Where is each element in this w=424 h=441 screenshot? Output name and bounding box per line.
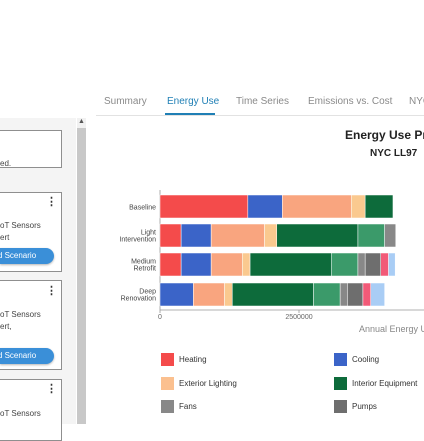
tab-time-series[interactable]: Time Series [236,96,289,107]
tab-emissions-vs-cost[interactable]: Emissions vs. Cost [308,96,393,107]
legend-label-pumps: Pumps [352,402,377,411]
bar-segment [224,282,233,307]
scenario-card[interactable]: ⋮ oT Sensors ert oad Scenario [0,192,62,272]
bar-segment [351,194,366,219]
y-tick-label: Baseline [129,205,156,212]
legend-swatch-fans [161,400,174,413]
legend-swatch-cooling [334,353,347,366]
y-tick-label: Medium [131,259,156,266]
bar-segment [159,282,194,307]
bar-segment [330,252,359,277]
bar-segment [384,223,396,248]
legend-swatch-exterior-lighting [161,377,174,390]
bar-segment [276,223,359,248]
legend-swatch-pumps [334,400,347,413]
bar-segment [210,223,265,248]
scenario-card-text: oT Sensors [0,409,41,418]
bar-segment [180,252,212,277]
legend-label-exterior-lighting: Exterior Lighting [179,379,237,388]
x-axis-label: Annual Energy U [359,324,424,334]
bar-segment [232,282,314,307]
y-tick-label: Renovation [121,296,157,303]
bar-segment [242,252,251,277]
load-scenario-button[interactable]: oad Scenario [0,348,54,364]
bar-segment [357,252,366,277]
bar-segment [364,194,394,219]
tab-nyc[interactable]: NYC [409,96,424,107]
chart-title: Energy Use Pro [345,128,424,142]
bar-segment [313,282,341,307]
y-tick-label: Retrofit [133,266,156,273]
scenario-card-text: ed. [0,159,12,168]
legend-label-fans: Fans [179,402,197,411]
more-options-icon[interactable]: ⋮ [46,383,57,395]
scenario-card-text: oT Sensors [0,221,41,230]
bar-segment [193,282,225,307]
chart-subtitle: NYC LL97 [370,148,418,159]
bar-segment [264,223,278,248]
tab-summary[interactable]: Summary [104,96,147,107]
bar-segment [159,194,249,219]
bar-segment [364,252,381,277]
y-tick-label: Deep [139,289,156,296]
legend-label-cooling: Cooling [352,355,380,364]
bar-segment [249,252,332,277]
more-options-icon[interactable]: ⋮ [46,285,57,297]
scenario-card-text: ert [0,233,10,242]
scroll-up-arrow-icon[interactable]: ▲ [78,118,85,125]
legend-label-interior-equipment: Interior Equipment [352,379,418,388]
bar-segment [180,223,212,248]
scenario-card[interactable]: ed. [0,130,62,168]
more-options-icon[interactable]: ⋮ [46,196,57,208]
bar-segment [159,252,182,277]
bar-segment [339,282,348,307]
bar-segment [357,223,385,248]
scenario-card[interactable]: ⋮ oT Sensors ert, oad Scenario [0,280,62,370]
x-tick-label: 2500000 [285,314,312,321]
tab-divider [96,115,424,116]
active-tab-indicator [165,113,215,115]
bar-segment [347,282,364,307]
scenario-card-text: oT Sensors [0,310,41,319]
load-scenario-button[interactable]: oad Scenario [0,248,54,264]
bar-segment [159,223,182,248]
legend-swatch-heating [161,353,174,366]
bar-segment [362,282,371,307]
scrollbar-thumb[interactable] [77,128,86,424]
bar-segment [247,194,283,219]
y-tick-label: Light [141,230,156,237]
legend-label-heating: Heating [179,355,207,364]
x-tick-label: 0 [158,314,162,321]
bar-segment [370,282,385,307]
y-tick-label: Intervention [119,237,156,244]
scenario-card-text: ert, [0,322,12,331]
tab-energy-use[interactable]: Energy Use [167,96,220,107]
bar-segment [380,252,389,277]
legend-swatch-interior-equipment [334,377,347,390]
bar-segment [282,194,352,219]
bar-segment [388,252,396,277]
bar-segment [210,252,243,277]
